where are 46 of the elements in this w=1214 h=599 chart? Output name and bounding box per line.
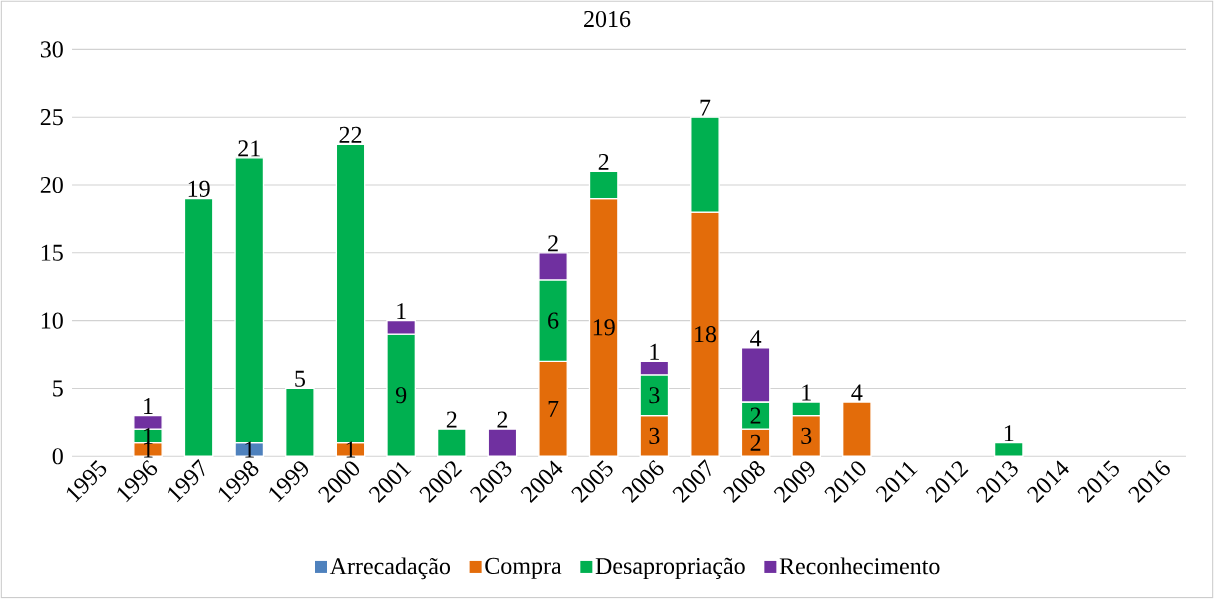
data-label: 3 [801, 427, 812, 444]
data-label: 2 [548, 235, 558, 252]
bar [993, 442, 1024, 457]
bar [842, 401, 872, 457]
data-label: 1 [346, 441, 356, 458]
data-label: 22 [339, 126, 362, 143]
data-label: 19 [188, 180, 210, 197]
data-label: 7 [548, 400, 559, 417]
data-label: 19 [593, 319, 615, 336]
data-label: 1 [397, 303, 406, 320]
bar [285, 387, 315, 457]
data-label: 6 [548, 312, 559, 329]
data-label: 18 [695, 326, 717, 343]
y-tick-label: 5 [53, 380, 63, 397]
data-label: 1 [144, 398, 153, 414]
y-tick-label: 15 [41, 244, 63, 261]
data-label: 3 [649, 427, 660, 444]
y-tick-label: 20 [40, 176, 63, 194]
data-label: 2 [446, 411, 457, 428]
data-label: 21 [238, 140, 260, 157]
data-label: 1 [1004, 425, 1014, 442]
data-label: 1 [245, 441, 254, 458]
bar [487, 428, 518, 457]
data-label: 2 [598, 153, 609, 170]
data-label: 4 [851, 384, 863, 401]
legend-label: Reconhecimento [779, 557, 940, 575]
y-tick-label: 0 [52, 448, 63, 465]
y-tick-label: 25 [40, 109, 63, 126]
legend-label: Desapropriação [595, 557, 745, 579]
data-label: 9 [395, 387, 407, 404]
data-label: 3 [649, 387, 660, 404]
data-label: 2 [750, 407, 761, 424]
bar [183, 197, 214, 457]
data-label: 5 [295, 370, 305, 387]
legend-label: Compra [485, 557, 562, 579]
data-label: 2 [497, 411, 508, 428]
data-label: 1 [802, 384, 811, 401]
y-tick-label: 30 [40, 41, 63, 58]
chart-title: 2016 [584, 10, 631, 28]
y-tick-label: 10 [41, 312, 63, 329]
data-label: 1 [650, 343, 659, 360]
data-label: 2 [750, 434, 761, 451]
data-label: 7 [700, 99, 711, 116]
data-label: 4 [750, 330, 762, 347]
bar [436, 428, 467, 457]
legend-label: Arrecadação [329, 557, 451, 580]
